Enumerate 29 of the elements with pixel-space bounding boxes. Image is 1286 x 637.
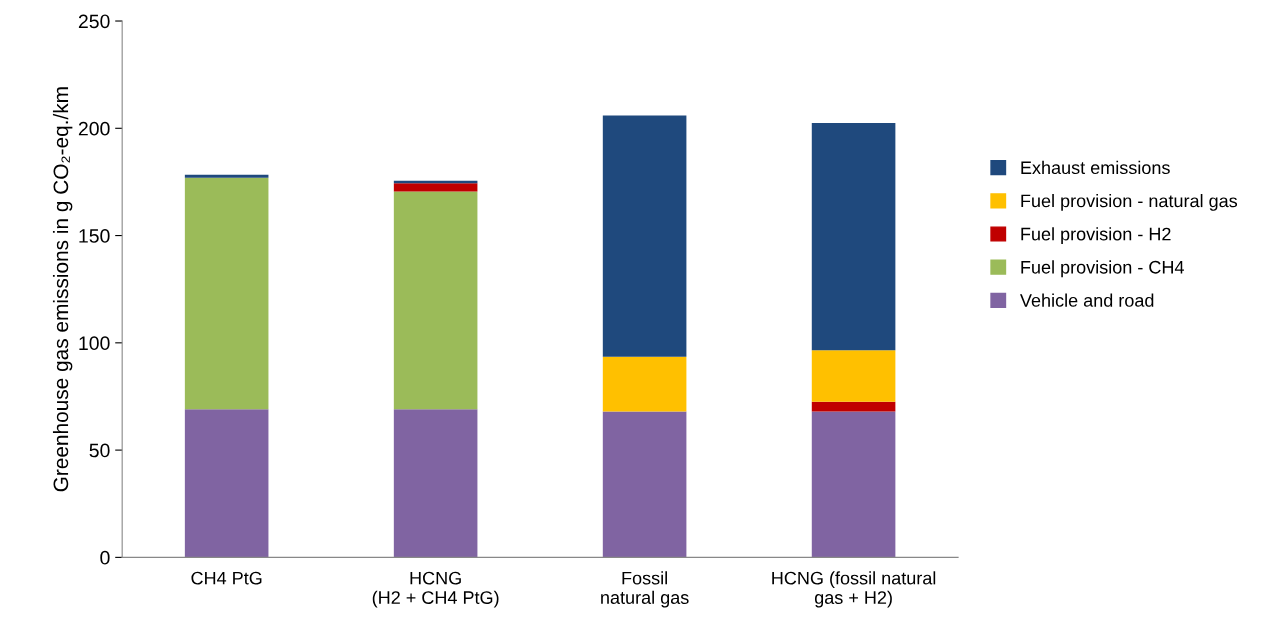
y-tick-label: 150 — [79, 229, 110, 243]
bar — [602, 115, 687, 357]
legend-label: Exhaust emissions — [1021, 160, 1170, 175]
y-tick-label: 200 — [78, 121, 110, 136]
bar — [393, 183, 478, 192]
x-tick-label: HCNG (H2 + CH4 PtG) — [372, 571, 499, 608]
legend-label: Fuel provision - CH4 — [1021, 260, 1184, 278]
bar — [184, 174, 269, 178]
y-tick-label: 100 — [79, 336, 110, 351]
y-tick-label: 250 — [78, 14, 110, 29]
bar — [811, 411, 896, 558]
y-tick-label: 0 — [100, 550, 110, 565]
x-tick-label: CH4 PtG — [191, 571, 262, 585]
bar — [602, 356, 687, 412]
legend-label: Vehicle and road — [1020, 293, 1154, 307]
bar — [184, 177, 269, 410]
bar — [811, 401, 896, 412]
x-tick-label: HCNG (fossil natural gas + H2) — [772, 571, 936, 608]
y-tick-label: 50 — [89, 443, 110, 458]
bar — [811, 350, 896, 402]
legend-label: Fuel provision - natural gas — [1021, 194, 1238, 211]
x-tick-label: Fossil natural gas — [601, 571, 689, 608]
y-axis-title: Greenhouse gas emissions in g CO₂-eq./km — [52, 87, 73, 492]
bar — [393, 191, 478, 410]
bar — [602, 411, 687, 558]
bar — [184, 409, 269, 558]
legend-label: Fuel provision - H2 — [1021, 227, 1171, 245]
bar — [393, 409, 478, 558]
bar — [811, 122, 896, 351]
